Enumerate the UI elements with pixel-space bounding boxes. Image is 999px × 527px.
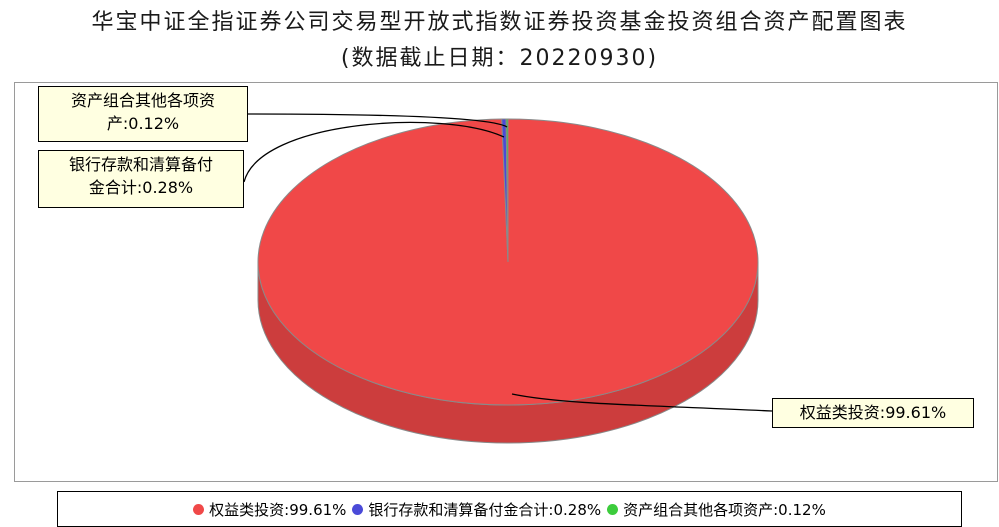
legend-swatch-equity (193, 503, 205, 515)
callout-other-assets: 资产组合其他各项资 产:0.12% (38, 86, 248, 142)
leader-other (247, 113, 508, 128)
callout-other-line2: 产:0.12% (106, 114, 180, 133)
callout-equity-text: 权益类投资:99.61% (799, 403, 947, 422)
legend-label-other: 资产组合其他各项资产:0.12% (623, 500, 826, 519)
chart-title: 华宝中证全指证券公司交易型开放式指数证券投资基金投资组合资产配置图表 (91, 10, 908, 35)
legend-item-equity: 权益类投资:99.61% (193, 499, 346, 520)
chart-subtitle: (数据截止日期：20220930) (340, 46, 659, 71)
legend: 权益类投资:99.61% 银行存款和清算备付金合计:0.28% 资产组合其他各项… (57, 491, 962, 527)
callout-bank-line1: 银行存款和清算备付 (68, 155, 213, 174)
legend-swatch-bank (352, 503, 364, 515)
callout-equity: 权益类投资:99.61% (772, 398, 974, 428)
pie-slice-2 (505, 118, 509, 263)
callout-bank-deposits: 银行存款和清算备付 金合计:0.28% (38, 150, 244, 208)
legend-label-bank: 银行存款和清算备付金合计:0.28% (368, 500, 602, 519)
leader-equity (511, 393, 773, 412)
legend-swatch-other (607, 503, 619, 515)
legend-item-other: 资产组合其他各项资产:0.12% (607, 499, 826, 520)
legend-label-equity: 权益类投资:99.61% (209, 500, 347, 519)
legend-item-bank: 银行存款和清算备付金合计:0.28% (352, 499, 601, 520)
callout-other-line1: 资产组合其他各项资 (70, 91, 215, 110)
leader-bank (243, 121, 505, 183)
callout-bank-line2: 金合计:0.28% (88, 178, 194, 197)
